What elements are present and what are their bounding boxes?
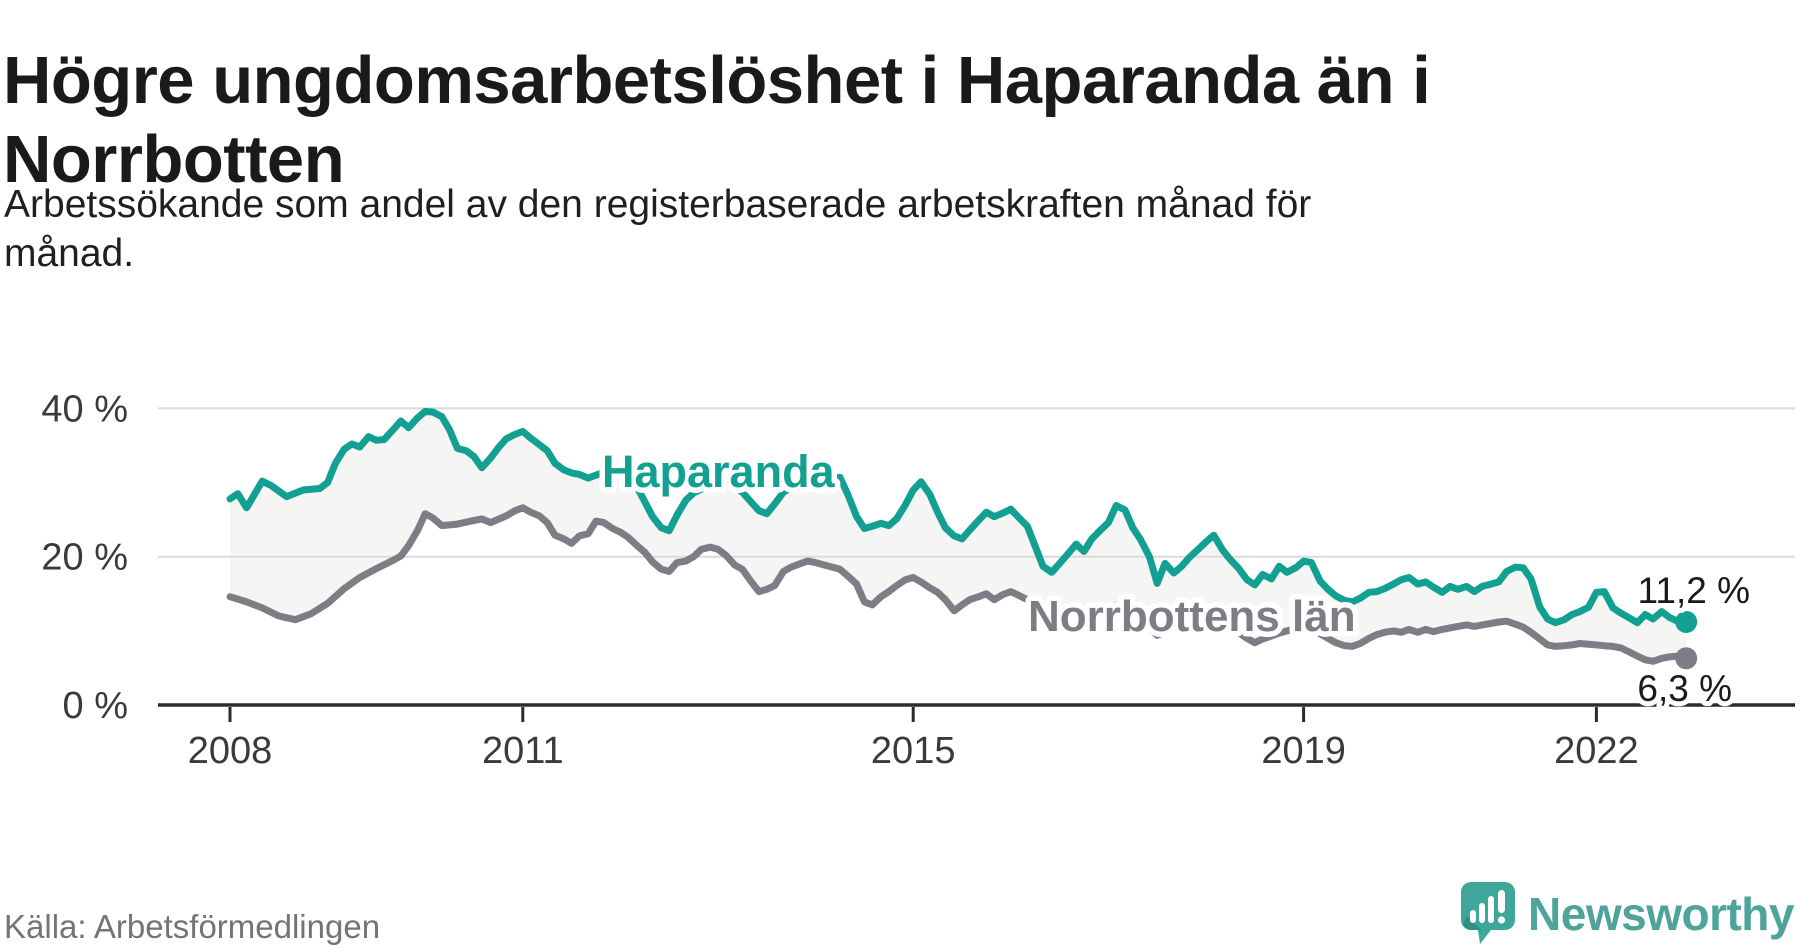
logo-bubble-shade (1463, 916, 1482, 930)
page-title-line-1: Högre ungdomsarbetslöshet i Haparanda än… (3, 42, 1431, 118)
newsworthy-logo-icon (1461, 882, 1516, 944)
logo-exclamation-dot (1497, 916, 1506, 924)
y-tick-label-40: 40 % (41, 388, 128, 430)
norrbottens-lan-end-dot (1675, 647, 1698, 670)
y-tick-label-20: 20 % (41, 537, 128, 579)
x-tick-label-2011: 2011 (482, 730, 564, 772)
x-tick-label-2019: 2019 (1261, 730, 1346, 772)
norrbottens-lan-line (226, 504, 1690, 665)
x-tick-label-2015: 2015 (871, 730, 956, 772)
page-title-line-2: Norrbotten (3, 121, 345, 197)
x-tick-label-2022: 2022 (1554, 730, 1639, 772)
area-between-series (230, 411, 1687, 662)
logo-bar-2 (1479, 903, 1486, 923)
haparanda-end-dot (1675, 610, 1698, 633)
logo-bar-1 (1470, 910, 1477, 923)
norrbottens-lan-series-label: Norrbottens län (1028, 592, 1356, 641)
chart-subtitle-line-1: Arbetssökande som andel av den registerb… (4, 183, 1312, 226)
haparanda-series-label: Haparanda (602, 446, 836, 497)
chart-subtitle: Arbetssökande som andel av den registerb… (4, 180, 1311, 278)
newsworthy-wordmark: Newsworthy (1528, 888, 1794, 940)
logo-exclamation-bar (1498, 890, 1506, 913)
chart-subtitle-line-2: månad. (4, 232, 135, 275)
page-title: Högre ungdomsarbetslöshet i Haparanda än… (3, 41, 1431, 199)
logo-bar-3 (1488, 896, 1495, 923)
source-note: Källa: Arbetsförmedlingen (4, 908, 381, 945)
norrbottens-lan-value-label: 6,3 % (1637, 668, 1732, 709)
haparanda-line (226, 407, 1690, 627)
x-tick-label-2008: 2008 (188, 730, 273, 772)
haparanda-value-label: 11,2 % (1638, 570, 1750, 611)
y-tick-label-0: 0 % (63, 685, 128, 727)
newsworthy-logo: Newsworthy (1461, 882, 1794, 946)
